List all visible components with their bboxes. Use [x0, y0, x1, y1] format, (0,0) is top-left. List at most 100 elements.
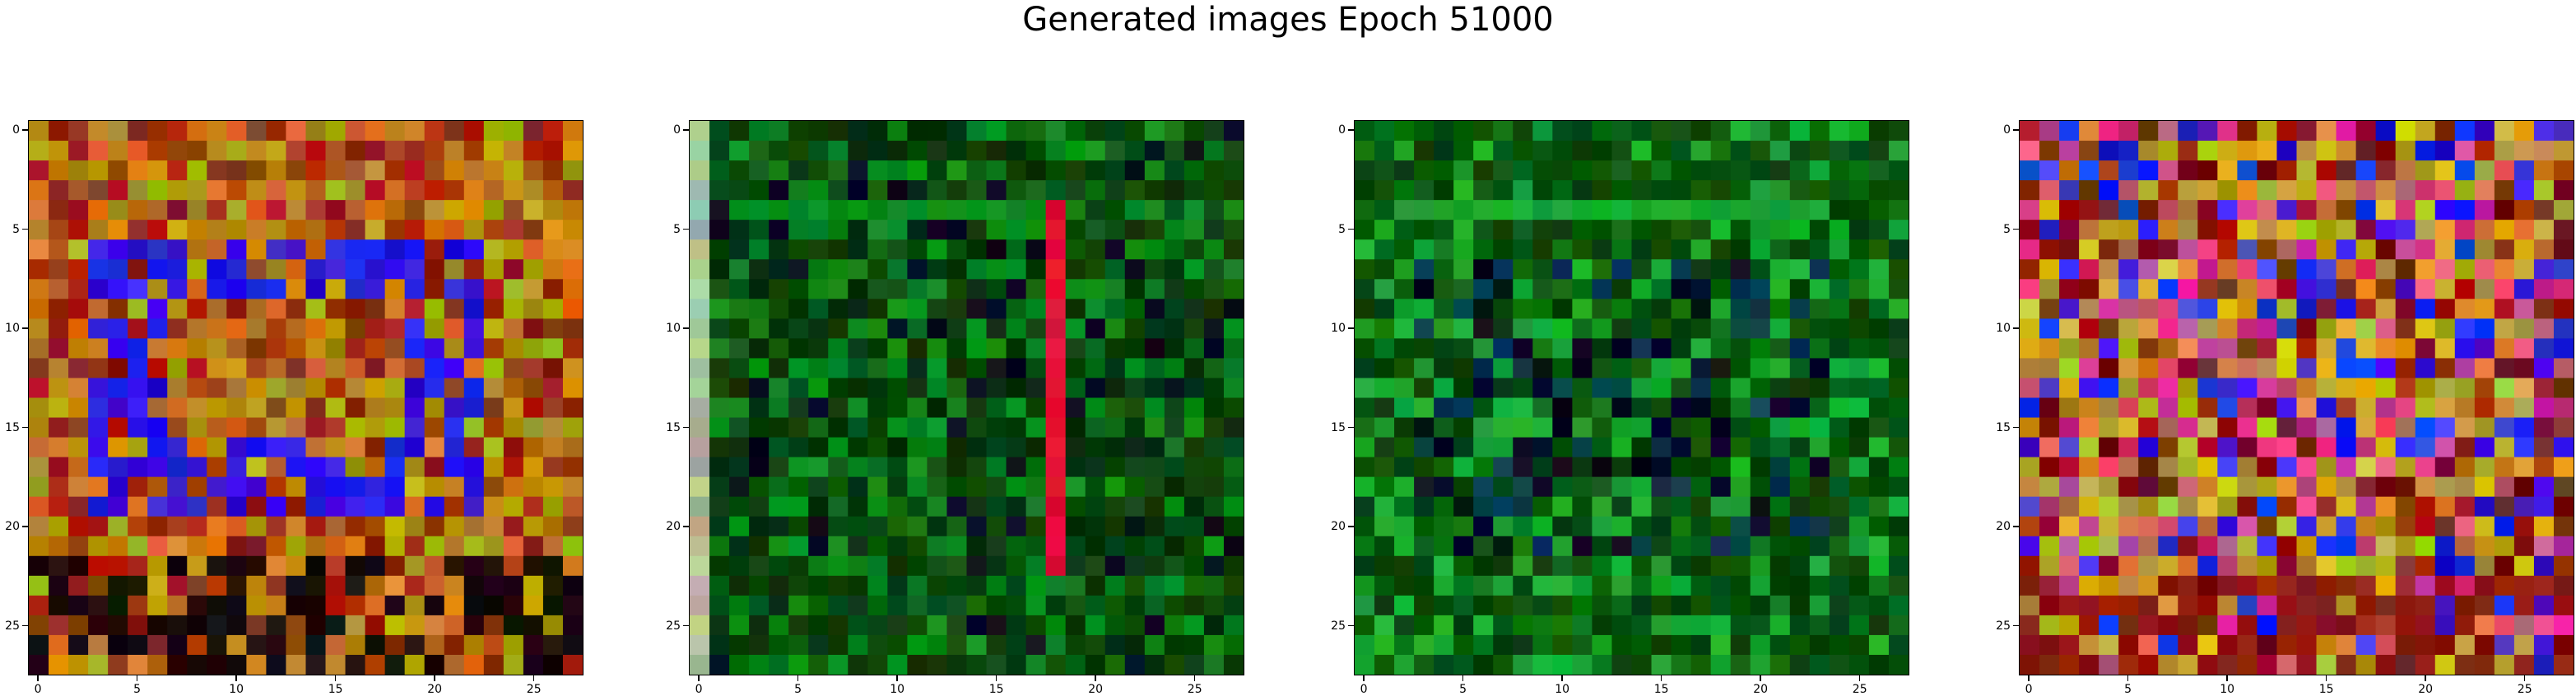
pixel: [1730, 595, 1751, 616]
pixel: [2513, 476, 2535, 498]
pixel: [2474, 516, 2495, 537]
pixel: [1473, 397, 1494, 419]
pixel: [1493, 220, 1514, 240]
pixel: [1473, 279, 1494, 299]
pixel: [345, 160, 366, 181]
pixel: [1355, 180, 1375, 201]
pixel: [1750, 378, 1771, 398]
pixel: [207, 496, 227, 517]
pixel: [887, 378, 908, 398]
pixel: [2434, 180, 2456, 201]
pixel: [1124, 318, 1146, 339]
pixel: [2257, 180, 2277, 201]
pixel: [365, 378, 386, 398]
pixel: [2217, 615, 2238, 636]
pixel: [1671, 536, 1692, 557]
pixel: [1730, 437, 1751, 458]
pixel: [29, 634, 49, 656]
pixel: [1144, 239, 1165, 260]
pixel: [108, 160, 128, 181]
pixel: [384, 496, 406, 517]
pixel: [345, 378, 366, 398]
pixel: [1592, 417, 1612, 438]
pixel: [1789, 595, 1811, 616]
pixel: [1888, 121, 1909, 142]
pixel: [286, 180, 306, 201]
pixel: [503, 496, 524, 517]
pixel: [444, 200, 465, 220]
pixel: [207, 595, 227, 616]
pixel: [2039, 299, 2060, 319]
pixel: [2039, 259, 2060, 280]
pixel: [2118, 476, 2139, 498]
pixel: [1769, 555, 1791, 577]
pixel: [2276, 595, 2297, 616]
pixel: [463, 654, 485, 675]
pixel: [1631, 575, 1653, 596]
pixel: [2494, 575, 2515, 596]
pixel: [1611, 299, 1632, 319]
pixel: [1164, 457, 1185, 478]
pixel: [848, 457, 868, 478]
pixel: [1434, 417, 1454, 438]
pixel: [966, 358, 988, 378]
pixel: [1493, 141, 1514, 161]
pixel: [867, 180, 888, 201]
pixel: [207, 141, 227, 161]
pixel: [1394, 220, 1415, 240]
pixel: [2138, 397, 2159, 419]
pixel: [1710, 417, 1732, 438]
pixel: [29, 220, 49, 240]
pixel: [788, 239, 809, 260]
pixel: [108, 634, 128, 656]
pixel: [2395, 121, 2416, 142]
pixel: [2217, 397, 2238, 419]
pixel: [1651, 180, 1672, 201]
pixel: [1164, 555, 1185, 577]
pixel: [128, 516, 148, 537]
pixel: [788, 180, 809, 201]
pixel: [749, 239, 770, 260]
pixel: [2039, 338, 2060, 359]
pixel: [1394, 299, 1415, 319]
pixel: [2395, 180, 2416, 201]
pixel: [1769, 121, 1791, 142]
pixel: [907, 457, 928, 478]
pixel: [1789, 239, 1811, 260]
pixel: [128, 338, 148, 359]
pixel: [1453, 141, 1474, 161]
pixel: [1513, 555, 1533, 577]
pixel: [2494, 476, 2515, 498]
pixel: [848, 397, 868, 419]
pixel: [2118, 437, 2139, 458]
pixel: [946, 259, 967, 280]
pixel: [1144, 141, 1165, 161]
pixel: [503, 595, 524, 616]
pixel: [1592, 476, 1612, 498]
pixel: [1374, 220, 1395, 240]
pixel: [128, 259, 148, 280]
pixel: [1025, 318, 1047, 339]
y-tick-label: 5: [2003, 222, 2011, 236]
pixel: [542, 200, 564, 220]
pixel: [1532, 615, 1553, 636]
pixel: [946, 437, 967, 458]
pixel: [444, 141, 465, 161]
pixel: [2494, 160, 2515, 181]
pixel: [1631, 555, 1653, 577]
pixel: [907, 141, 928, 161]
x-tick-label: 10: [229, 683, 244, 696]
pixel: [1045, 615, 1067, 636]
pixel: [749, 259, 770, 280]
pixel: [1473, 358, 1494, 378]
x-tick-mark: [698, 675, 700, 681]
pixel: [2355, 476, 2377, 498]
pixel: [1355, 141, 1375, 161]
pixel: [305, 615, 327, 636]
pixel: [887, 496, 908, 517]
pixel: [424, 654, 445, 675]
pixel: [207, 239, 227, 260]
pixel: [562, 141, 583, 161]
pixel: [946, 595, 967, 616]
pixel: [2494, 555, 2515, 577]
